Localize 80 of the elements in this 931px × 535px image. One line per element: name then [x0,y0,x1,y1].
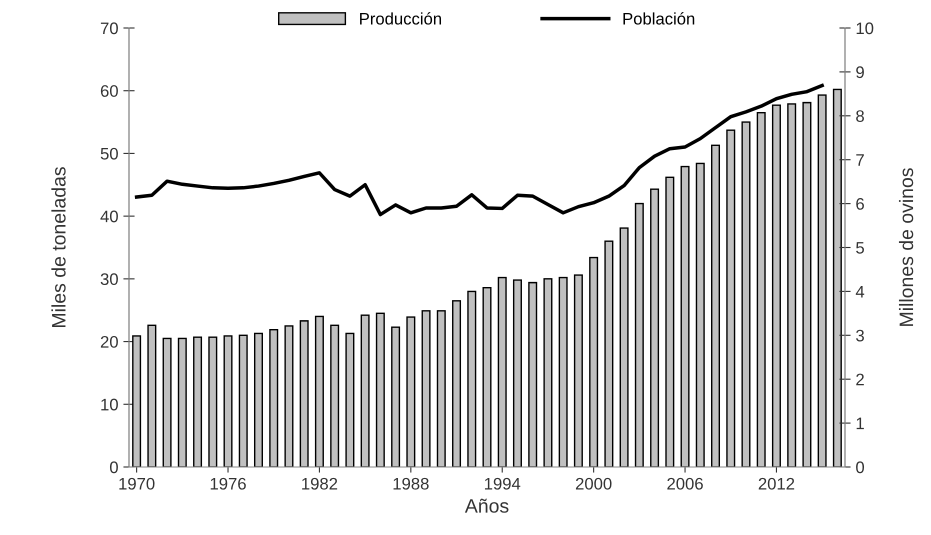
bar [284,325,294,467]
y2-tick-label: 3 [856,330,864,342]
x-tick-label: 1970 [119,478,155,490]
y2-tick-label: 4 [856,286,864,298]
bar [330,324,340,467]
bar [224,335,233,467]
y-tick-label: 0 [110,461,118,474]
bar [558,276,568,467]
y-tick-label: 70 [100,22,118,34]
bar [147,324,156,467]
x-tick-label: 2000 [576,478,612,490]
bar [574,274,583,467]
legend-label: Producción [360,12,442,25]
bar [467,290,476,467]
bar [391,326,400,467]
bar [620,227,629,467]
bar [604,240,614,467]
bar [300,320,309,467]
bar [269,328,278,467]
bar [132,335,142,467]
bar [528,282,538,467]
x-tick-label: 1976 [210,478,246,490]
bar [772,104,781,467]
bar [543,278,552,467]
bar [314,316,324,467]
bar [178,338,187,467]
y2-tick-label: 2 [856,374,864,386]
y2-tick-label: 6 [856,198,864,210]
bar [238,334,248,467]
bar [802,102,812,467]
bar [452,300,462,467]
bar [193,336,202,467]
y2-tick-label: 8 [856,110,864,122]
y2-tick-label: 0 [856,461,864,474]
x-tick-label: 2006 [667,478,703,490]
bar [741,121,750,467]
y2-tick-label: 1 [856,418,864,430]
x-axis-title: Años [464,498,508,513]
bar [650,188,660,467]
y2-tick-label: 5 [856,242,864,254]
bar [254,332,263,467]
bar [422,310,431,467]
y2-tick-label: 9 [856,66,864,78]
bar [406,316,416,467]
legend-label: Población [623,12,694,25]
x-tick-label: 1982 [302,478,338,490]
bar [498,276,507,467]
y-tick-label: 30 [100,273,118,286]
y-tick-label: 40 [100,210,118,222]
bar [360,314,370,467]
y-tick-label: 60 [100,85,118,97]
bar [589,256,598,467]
bar [208,336,218,467]
bar [756,112,766,467]
bar [482,286,492,467]
bar [162,338,172,467]
bar [818,94,827,467]
bar [787,103,796,467]
bar [832,88,842,467]
bar [680,166,690,467]
x-tick-label: 1994 [484,478,520,490]
y2-tick-label: 10 [856,22,874,34]
y-tick-label: 50 [100,148,118,160]
bar [711,144,720,467]
x-tick-label: 1988 [394,478,429,490]
y-axis-title: Miles de toneladas [51,167,66,327]
bar [436,310,446,467]
bar [376,312,385,467]
bar [665,176,674,467]
x-tick-label: 2012 [758,478,794,490]
bar [696,162,705,467]
y-tick-label: 20 [100,336,118,348]
bar [726,130,736,467]
y2-tick-label: 7 [856,154,864,166]
bar [634,202,644,467]
line-series [134,84,824,216]
bar [345,332,354,467]
bar [512,279,522,467]
y2-axis-title: Millones de ovinos [898,168,914,326]
y-tick-label: 10 [101,398,118,410]
